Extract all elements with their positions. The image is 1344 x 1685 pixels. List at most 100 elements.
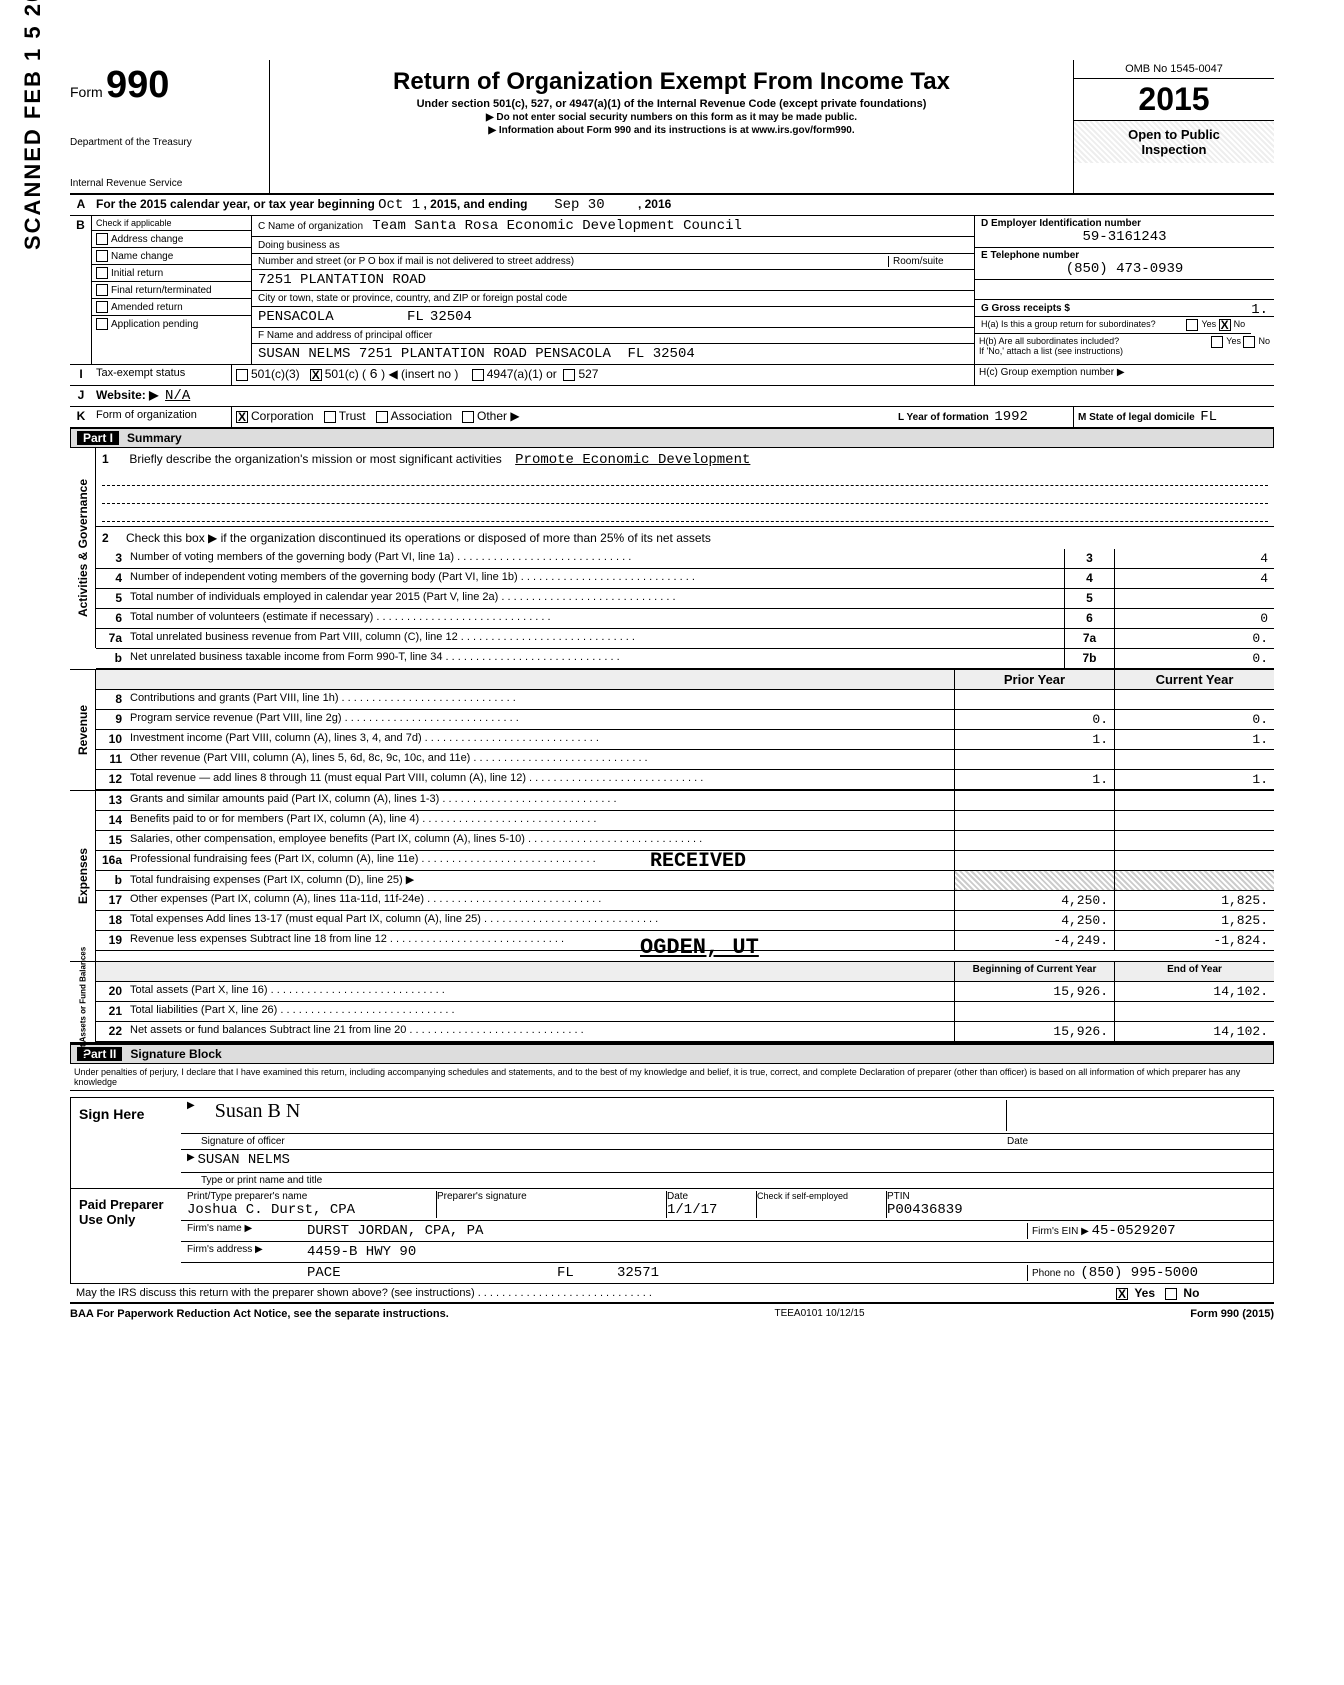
line-a-begin: Oct 1: [378, 197, 420, 213]
lbl-other: Other ▶: [477, 409, 520, 423]
f-label: F Name and address of principal officer: [252, 328, 974, 344]
line-a-end: Sep 30: [554, 197, 604, 213]
officer-name: SUSAN NELMS: [197, 1152, 289, 1170]
open-public: Open to Public: [1080, 127, 1268, 142]
prep-name-label: Print/Type preparer's name: [187, 1191, 436, 1202]
omb-no: OMB No 1545-0047: [1074, 60, 1274, 79]
row-i-label: I: [70, 365, 92, 385]
eoy-hdr: End of Year: [1114, 962, 1274, 981]
footer-mid: TEEA0101 10/12/15: [774, 1308, 864, 1320]
discuss: May the IRS discuss this return with the…: [76, 1287, 475, 1299]
prep-name: Joshua C. Durst, CPA: [187, 1202, 436, 1218]
side-governance: Activities & Governance: [76, 479, 90, 617]
inspection: Inspection: [1080, 142, 1268, 157]
domicile: FL: [1200, 409, 1217, 425]
form-org-label: Form of organization: [92, 407, 232, 427]
lbl-501c: 501(c) (: [325, 367, 366, 381]
cb-501c3[interactable]: [236, 369, 248, 381]
year-formation: 1992: [994, 409, 1028, 425]
cb-hb-no[interactable]: [1243, 336, 1255, 348]
form-label: Form: [70, 84, 103, 100]
ptin-label: PTIN: [887, 1191, 1267, 1202]
cb-initial[interactable]: [96, 267, 108, 279]
zip: 32504: [430, 309, 472, 325]
mission: Promote Economic Development: [515, 452, 750, 468]
phone: (850) 473-0939: [981, 261, 1268, 277]
ha-label: H(a) Is this a group return for subordin…: [981, 319, 1186, 331]
lbl-address-change: Address change: [111, 234, 183, 245]
current-year-hdr: Current Year: [1114, 670, 1274, 689]
hc-label: H(c) Group exemption number ▶: [974, 365, 1274, 385]
firm-st: FL: [557, 1265, 617, 1281]
row-j-label: J: [70, 386, 92, 406]
lbl-corp: Corporation: [251, 409, 314, 423]
firm-ein-label: Firm's EIN ▶: [1032, 1226, 1089, 1237]
q2: Check this box ▶ if the organization dis…: [126, 531, 711, 545]
d-label: D Employer Identification number: [981, 218, 1268, 229]
name-title-label: Type or print name and title: [201, 1175, 322, 1186]
firm-addr1: 4459-B HWY 90: [307, 1244, 1267, 1260]
c-name-label: C Name of organization: [258, 221, 363, 232]
street: 7251 PLANTATION ROAD: [258, 272, 426, 288]
cb-name[interactable]: [96, 250, 108, 262]
lbl-amended: Amended return: [111, 302, 183, 313]
cb-final[interactable]: [96, 284, 108, 296]
sig-date-label: Date: [1007, 1136, 1267, 1147]
cb-assoc[interactable]: [376, 411, 388, 423]
cb-other[interactable]: [462, 411, 474, 423]
firm-addr2: PACE: [307, 1265, 557, 1281]
check-self: Check if self-employed: [757, 1191, 887, 1218]
cb-trust[interactable]: [324, 411, 336, 423]
ptin: P00436839: [887, 1202, 1267, 1218]
prep-date-label: Date: [667, 1191, 756, 1202]
lbl-527: 527: [578, 367, 598, 381]
cb-discuss-no[interactable]: [1165, 1288, 1177, 1300]
row-k-label: K: [70, 407, 92, 427]
firm-ein: 45-0529207: [1092, 1223, 1176, 1239]
l-label: L Year of formation: [898, 412, 989, 423]
firm-zip: 32571: [617, 1265, 1027, 1281]
footer-left: BAA For Paperwork Reduction Act Notice, …: [70, 1308, 449, 1320]
prep-date: 1/1/17: [667, 1202, 756, 1218]
m-label: M State of legal domicile: [1078, 412, 1195, 423]
website: N/A: [165, 388, 190, 404]
lbl-4947: 4947(a)(1) or: [487, 367, 557, 381]
officer-state: FL 32504: [628, 346, 695, 362]
cb-ha-yes[interactable]: [1186, 319, 1198, 331]
prep-sig-label: Preparer's signature: [437, 1191, 667, 1218]
prior-year-hdr: Prior Year: [954, 670, 1114, 689]
website-label: Website: ▶: [96, 388, 158, 402]
g-label: G Gross receipts $: [981, 303, 1070, 314]
cb-4947[interactable]: [472, 369, 484, 381]
perjury: Under penalties of perjury, I declare th…: [70, 1064, 1274, 1091]
cb-discuss-yes[interactable]: [1116, 1288, 1128, 1300]
form-header: Form 990 Department of the Treasury Inte…: [70, 60, 1274, 195]
line-a-mid: , 2015, and ending: [423, 197, 527, 211]
cb-527[interactable]: [563, 369, 575, 381]
scanned-stamp: SCANNED FEB 1 5 2017: [20, 0, 46, 250]
room-label: Room/suite: [888, 256, 968, 267]
note-info: ▶ Information about Form 990 and its ins…: [282, 125, 1061, 136]
ein: 59-3161243: [981, 229, 1268, 245]
sig-officer-label: Signature of officer: [201, 1136, 1007, 1147]
city-label: City or town, state or province, country…: [252, 291, 974, 307]
e-label: E Telephone number: [981, 250, 1268, 261]
org-name: Team Santa Rosa Economic Development Cou…: [372, 218, 742, 234]
main-title: Return of Organization Exempt From Incom…: [282, 68, 1061, 96]
city: PENSACOLA: [258, 309, 334, 325]
cb-address[interactable]: [96, 233, 108, 245]
cb-pending[interactable]: [96, 318, 108, 330]
cb-501c[interactable]: [310, 369, 322, 381]
row-a-label: A: [70, 195, 92, 215]
stamp-ogden: OGDEN, UT: [640, 935, 759, 960]
lbl-final: Final return/terminated: [111, 285, 212, 296]
cb-hb-yes[interactable]: [1211, 336, 1223, 348]
cb-amended[interactable]: [96, 301, 108, 313]
line-a-pre: For the 2015 calendar year, or tax year …: [96, 197, 375, 211]
lbl-name-change: Name change: [111, 251, 173, 262]
cb-corp[interactable]: [236, 411, 248, 423]
cb-ha-no[interactable]: [1219, 319, 1231, 331]
subtitle: Under section 501(c), 527, or 4947(a)(1)…: [282, 98, 1061, 110]
part2-header: Part IISignature Block: [70, 1044, 1274, 1064]
firm-addr-label: Firm's address ▶: [187, 1244, 307, 1260]
